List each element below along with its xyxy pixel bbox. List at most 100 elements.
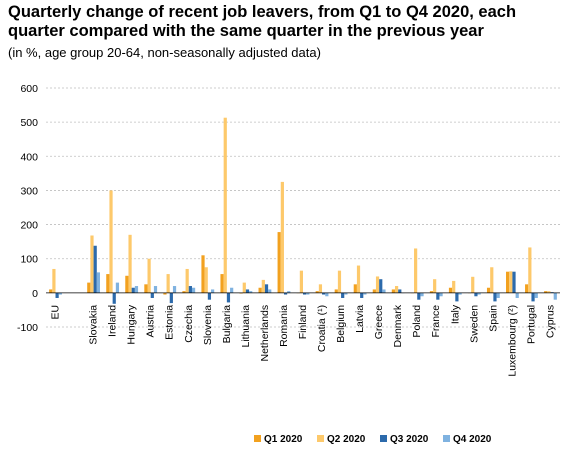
bar	[223, 117, 227, 293]
bar	[341, 292, 345, 298]
bar	[458, 292, 462, 295]
bar	[201, 255, 205, 293]
x-axis-tick-labels: EU Slovakia Ireland Hungary Austria Estonia Cz…	[50, 304, 557, 377]
x-tick-label: Ireland	[107, 305, 119, 337]
bar	[531, 292, 535, 302]
bar	[277, 232, 281, 293]
bar	[268, 289, 272, 293]
bar	[287, 291, 291, 293]
bar	[52, 268, 56, 293]
bar	[185, 268, 189, 293]
bar	[169, 292, 173, 304]
x-tick-label: Hungary	[126, 304, 138, 344]
bar	[334, 289, 338, 293]
bar	[337, 270, 342, 293]
bar	[382, 289, 386, 293]
bar	[474, 292, 478, 297]
legend-label: Q4 2020	[453, 434, 492, 445]
bar	[55, 292, 59, 298]
bar	[414, 248, 418, 293]
bar	[280, 181, 284, 293]
bar	[303, 292, 307, 295]
bar	[115, 282, 120, 293]
bar	[534, 292, 538, 298]
x-tick-label: Spain	[487, 305, 499, 332]
x-tick-label: Croatia (¹)	[316, 305, 328, 352]
bar	[490, 267, 494, 293]
x-tick-label: EU	[50, 305, 62, 320]
bar	[128, 234, 132, 293]
legend-swatch	[380, 435, 387, 442]
y-tick-label: -100	[17, 322, 38, 334]
bar	[226, 292, 231, 303]
legend-swatch	[317, 435, 324, 442]
bar	[525, 284, 529, 293]
bar	[322, 292, 326, 295]
bar	[477, 292, 481, 295]
x-tick-label: Denmark	[392, 304, 404, 347]
bar	[245, 289, 250, 293]
bar	[448, 287, 453, 293]
bar	[394, 286, 399, 293]
bar	[147, 258, 151, 293]
bar	[318, 284, 323, 293]
bar	[420, 292, 424, 297]
bar	[528, 247, 532, 293]
bar	[433, 279, 437, 293]
x-tick-label: Czechia	[183, 305, 195, 343]
y-tick-label: 0	[32, 288, 38, 300]
bar	[249, 291, 253, 293]
x-tick-label: Poland	[411, 305, 423, 338]
x-tick-label: Belgium	[335, 305, 347, 343]
x-tick-label: Bulgaria	[221, 305, 233, 344]
x-tick-label: Slovenia	[202, 305, 214, 345]
x-tick-label: Portugal	[525, 305, 537, 344]
bar	[471, 276, 475, 293]
bar	[439, 292, 443, 297]
y-tick-label: 100	[20, 254, 38, 266]
bar	[455, 292, 459, 302]
y-tick-label: 300	[20, 185, 38, 197]
x-tick-label: Sweden	[468, 305, 480, 343]
bar	[264, 284, 269, 293]
legend: Q1 2020 Q2 2020 Q3 2020 Q4 2020	[254, 434, 492, 445]
bar	[391, 289, 395, 293]
bar	[506, 271, 510, 293]
bar	[553, 292, 557, 300]
y-tick-label: 200	[20, 220, 38, 232]
bar	[220, 274, 224, 293]
x-tick-label: Slovakia	[88, 305, 100, 345]
x-tick-label: Cyprus	[544, 305, 556, 338]
bar	[172, 286, 177, 293]
bar	[379, 279, 383, 293]
bar	[144, 284, 148, 293]
bar	[496, 292, 500, 298]
bar	[90, 235, 94, 293]
bar	[486, 287, 491, 293]
bar	[429, 291, 434, 293]
bar	[344, 292, 348, 295]
y-tick-label: 400	[20, 151, 38, 163]
bar	[315, 291, 319, 293]
bar	[261, 279, 265, 293]
bar	[163, 292, 167, 295]
x-tick-label: Austria	[145, 305, 157, 338]
x-tick-label: Netherlands	[259, 305, 271, 362]
bar	[230, 287, 234, 293]
bar	[207, 292, 212, 300]
gridlines	[46, 87, 560, 328]
bar	[306, 292, 310, 295]
chart-subtitle: (in %, age group 20-64, non-seasonally a…	[8, 45, 321, 60]
bar	[515, 292, 519, 298]
bar	[398, 289, 402, 293]
bar	[125, 275, 129, 293]
bar	[150, 292, 154, 298]
bar	[360, 292, 364, 298]
bar	[211, 289, 215, 293]
bar	[182, 291, 186, 293]
bar	[131, 287, 135, 293]
x-tick-label: France	[430, 305, 442, 338]
legend-swatch	[254, 435, 261, 442]
bar	[96, 272, 100, 293]
